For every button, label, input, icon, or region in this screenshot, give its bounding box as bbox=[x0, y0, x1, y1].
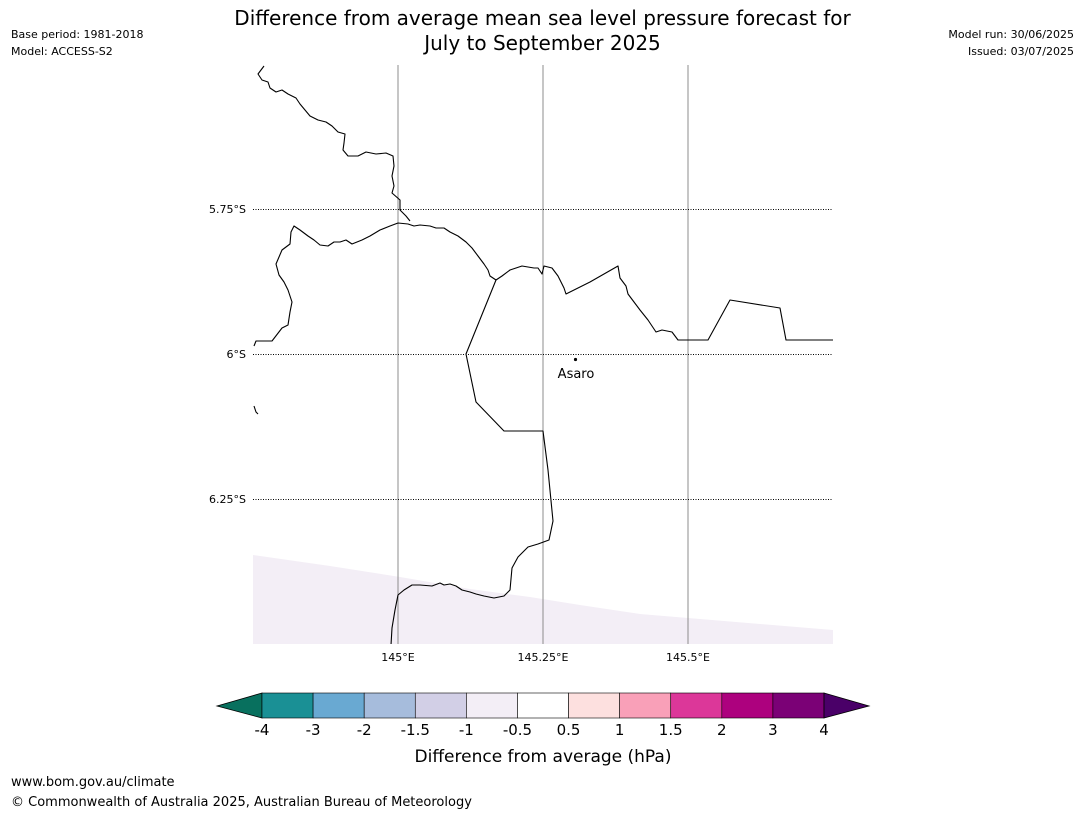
colorbar-tick-label: -3 bbox=[306, 721, 321, 739]
boundary-west-fragment bbox=[253, 405, 259, 415]
colorbar-tick-label: -1 bbox=[459, 721, 474, 739]
colorbar-tick-label: 0.5 bbox=[557, 721, 581, 739]
colorbar-tick-label: 3 bbox=[768, 721, 778, 739]
footer-copyright: © Commonwealth of Australia 2025, Austra… bbox=[11, 795, 472, 810]
colorbar-segment bbox=[466, 692, 518, 719]
lon-label-145-25e: 145.25°E bbox=[518, 651, 569, 664]
boundary-central bbox=[253, 222, 833, 347]
model-run-date: Model run: 30/06/2025 bbox=[948, 28, 1074, 41]
lat-label-5-75s: 5.75°S bbox=[209, 203, 246, 216]
model-name: Model: ACCESS-S2 bbox=[11, 45, 113, 58]
colorbar-tick-label: -2 bbox=[357, 721, 372, 739]
colorbar-ticks: -4 -3 -2 -1.5 -1 -0.5 0.5 1 1.5 2 3 4 bbox=[255, 721, 829, 739]
colorbar-segment bbox=[414, 692, 467, 719]
colorbar-tick-label: 4 bbox=[819, 721, 829, 739]
title-line-2: July to September 2025 bbox=[424, 31, 661, 55]
province-boundaries bbox=[253, 65, 833, 644]
colorbar-tick-label: 1 bbox=[615, 721, 625, 739]
header-metadata-left: Base period: 1981-2018 Model: ACCESS-S2 bbox=[11, 26, 143, 60]
colorbar-segment bbox=[670, 692, 723, 719]
title-line-1: Difference from average mean sea level p… bbox=[234, 6, 851, 30]
colorbar-segment bbox=[619, 692, 672, 719]
colorbar-segment bbox=[363, 692, 416, 719]
colorbar-tick-label: 1.5 bbox=[659, 721, 683, 739]
colorbar-tick-label: -1.5 bbox=[401, 721, 430, 739]
colorbar-over-arrow bbox=[823, 692, 871, 719]
colorbar-tick-label: -0.5 bbox=[503, 721, 532, 739]
header-metadata-right: Model run: 30/06/2025 Issued: 03/07/2025 bbox=[948, 26, 1074, 60]
base-period: Base period: 1981-2018 bbox=[11, 28, 144, 41]
map-area: Asaro bbox=[253, 65, 833, 644]
footer-url: www.bom.gov.au/climate bbox=[11, 775, 175, 790]
lon-label-145-5e: 145.5°E bbox=[666, 651, 710, 664]
lat-label-6-25s: 6.25°S bbox=[209, 493, 246, 506]
colorbar-tick-label: -4 bbox=[255, 721, 270, 739]
asaro-label: Asaro bbox=[558, 367, 595, 382]
colorbar-segment bbox=[517, 692, 569, 719]
colorbar-segments bbox=[261, 692, 825, 719]
colorbar: -4 -3 -2 -1.5 -1 -0.5 0.5 1 1.5 2 3 4 bbox=[215, 692, 871, 739]
asaro-marker bbox=[573, 357, 578, 362]
boundary-south bbox=[390, 279, 554, 644]
issued-date: Issued: 03/07/2025 bbox=[967, 45, 1074, 58]
colorbar-label: Difference from average (hPa) bbox=[415, 747, 672, 767]
colorbar-segment bbox=[312, 692, 365, 719]
colorbar-under-arrow bbox=[215, 692, 263, 719]
colorbar-segment bbox=[261, 692, 314, 719]
page-title: Difference from average mean sea level p… bbox=[180, 6, 905, 56]
colorbar-segment bbox=[568, 692, 620, 719]
lat-label-6s: 6°S bbox=[227, 348, 246, 361]
boundary-northwest bbox=[257, 65, 411, 222]
colorbar-segment bbox=[772, 692, 825, 719]
colorbar-segment bbox=[721, 692, 774, 719]
lon-label-145e: 145°E bbox=[381, 651, 414, 664]
colorbar-tick-label: 2 bbox=[717, 721, 727, 739]
